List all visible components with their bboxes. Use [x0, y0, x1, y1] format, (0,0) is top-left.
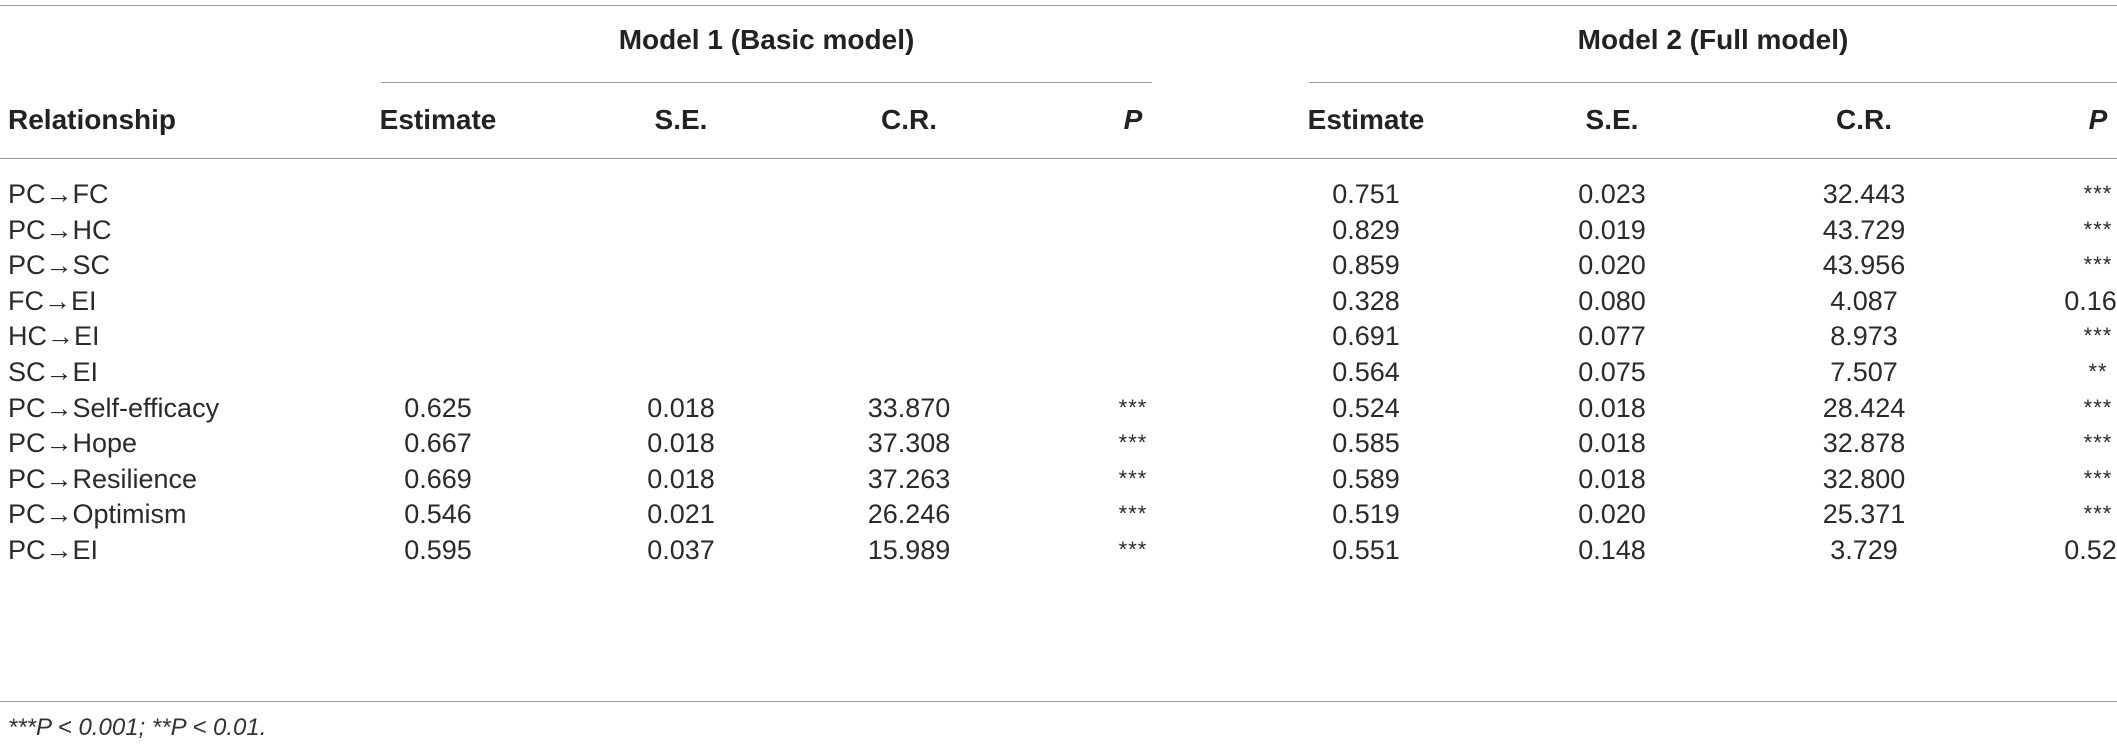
row-relationship: PC→HC — [8, 214, 112, 245]
cell-m2-p: 0.160 — [2064, 285, 2117, 316]
cell-m2-cr: 32.800 — [1822, 463, 1906, 494]
header-m1-estimate: Estimate — [379, 104, 497, 135]
cell-m2-estimate: 0.585 — [1332, 428, 1400, 459]
cell-m2-cr: 43.729 — [1822, 214, 1906, 245]
cell-m2-cr: 28.424 — [1822, 392, 1906, 423]
cell-m2-se: 0.019 — [1578, 214, 1646, 245]
cell-m2-se: 0.148 — [1578, 535, 1646, 565]
cell-m2-cr: 32.878 — [1822, 428, 1906, 459]
cell-m2-cr: 3.729 — [1830, 535, 1898, 565]
header-rule — [0, 158, 2117, 159]
header-m2-se: S.E. — [1585, 104, 1639, 135]
group-rule-model-2 — [1309, 82, 2117, 83]
cell-m2-estimate: 0.564 — [1332, 357, 1400, 387]
row-relationship: PC→Self-efficacy — [8, 392, 220, 423]
cell-m2-p: *** — [2083, 252, 2113, 278]
cell-m1-estimate: 0.546 — [404, 499, 472, 530]
cell-m2-se: 0.080 — [1578, 285, 1646, 316]
header-m2-cr: C.R. — [1836, 104, 1892, 135]
cell-m2-se: 0.077 — [1578, 321, 1646, 352]
cell-m1-cr: 37.263 — [867, 463, 951, 494]
cell-m2-estimate: 0.519 — [1332, 499, 1400, 530]
cell-m2-p: *** — [2083, 181, 2113, 206]
cell-m2-p: *** — [2083, 216, 2113, 242]
cell-m2-se: 0.018 — [1578, 392, 1646, 423]
cell-m1-cr: 37.308 — [867, 428, 951, 459]
row-relationship: PC→FC — [8, 179, 109, 209]
cell-m1-se: 0.018 — [647, 392, 715, 423]
table-footnote: ***P < 0.001; **P < 0.01. — [8, 714, 267, 741]
cell-m2-p: *** — [2083, 323, 2113, 349]
group-header-model-1: Model 1 (Basic model) — [618, 24, 915, 55]
cell-m2-cr: 32.443 — [1822, 179, 1906, 209]
cell-m1-se: 0.018 — [647, 463, 715, 494]
cell-m1-p: *** — [1118, 394, 1148, 420]
row-relationship: PC→EI — [8, 535, 99, 565]
cell-m2-p: ** — [2088, 359, 2108, 384]
cell-m1-estimate: 0.595 — [404, 535, 472, 565]
cell-m2-se: 0.020 — [1578, 250, 1646, 281]
cell-m1-estimate: 0.625 — [404, 392, 472, 423]
row-relationship: PC→Hope — [8, 428, 138, 459]
header-m1-cr: C.R. — [881, 104, 937, 135]
cell-m2-se: 0.075 — [1578, 357, 1646, 387]
cell-m2-estimate: 0.751 — [1332, 179, 1400, 209]
cell-m1-p: *** — [1118, 465, 1148, 491]
row-relationship: PC→Resilience — [8, 463, 198, 494]
cell-m1-estimate: 0.669 — [404, 463, 472, 494]
header-m1-p: P — [1123, 104, 1143, 135]
cell-m1-se: 0.037 — [647, 535, 715, 565]
row-relationship: SC→EI — [8, 357, 99, 387]
cell-m2-estimate: 0.551 — [1332, 535, 1400, 565]
cell-m2-p: *** — [2083, 430, 2113, 456]
bottom-rule — [0, 701, 2117, 702]
cell-m1-p: *** — [1118, 537, 1148, 562]
cell-m1-cr: 26.246 — [867, 499, 951, 530]
cell-m2-p: *** — [2083, 394, 2113, 420]
cell-m2-estimate: 0.859 — [1332, 250, 1400, 281]
cell-m1-estimate: 0.667 — [404, 428, 472, 459]
cell-m2-p: *** — [2083, 465, 2113, 491]
cell-m2-se: 0.023 — [1578, 179, 1646, 209]
row-relationship: PC→Optimism — [8, 499, 187, 530]
header-relationship: Relationship — [8, 104, 177, 135]
cell-m2-se: 0.018 — [1578, 463, 1646, 494]
cell-m2-se: 0.020 — [1578, 499, 1646, 530]
cell-m2-p: 0.526 — [2064, 535, 2117, 565]
cell-m2-cr: 25.371 — [1822, 499, 1906, 530]
cell-m2-estimate: 0.829 — [1332, 214, 1400, 245]
cell-m2-estimate: 0.524 — [1332, 392, 1400, 423]
cell-m1-cr: 15.989 — [867, 535, 951, 565]
top-rule — [0, 5, 2117, 6]
group-header-model-2: Model 2 (Full model) — [1577, 24, 1849, 55]
cell-m2-cr: 8.973 — [1830, 321, 1898, 352]
cell-m2-estimate: 0.589 — [1332, 463, 1400, 494]
cell-m2-estimate: 0.691 — [1332, 321, 1400, 352]
cell-m2-p: *** — [2083, 501, 2113, 527]
cell-m1-p: *** — [1118, 430, 1148, 456]
cell-m1-p: *** — [1118, 501, 1148, 527]
cell-m2-cr: 4.087 — [1830, 285, 1898, 316]
cell-m1-se: 0.018 — [647, 428, 715, 459]
header-m2-estimate: Estimate — [1307, 104, 1425, 135]
row-relationship: PC→SC — [8, 250, 111, 281]
cell-m1-se: 0.021 — [647, 499, 715, 530]
header-m1-se: S.E. — [654, 104, 708, 135]
cell-m2-estimate: 0.328 — [1332, 285, 1400, 316]
cell-m2-se: 0.018 — [1578, 428, 1646, 459]
header-m2-p: P — [2088, 104, 2108, 135]
cell-m2-cr: 7.507 — [1830, 357, 1898, 387]
row-relationship: FC→EI — [8, 285, 97, 316]
cell-m2-cr: 43.956 — [1822, 250, 1906, 281]
group-rule-model-1 — [381, 82, 1152, 83]
cell-m1-cr: 33.870 — [867, 392, 951, 423]
row-relationship: HC→EI — [8, 321, 100, 352]
